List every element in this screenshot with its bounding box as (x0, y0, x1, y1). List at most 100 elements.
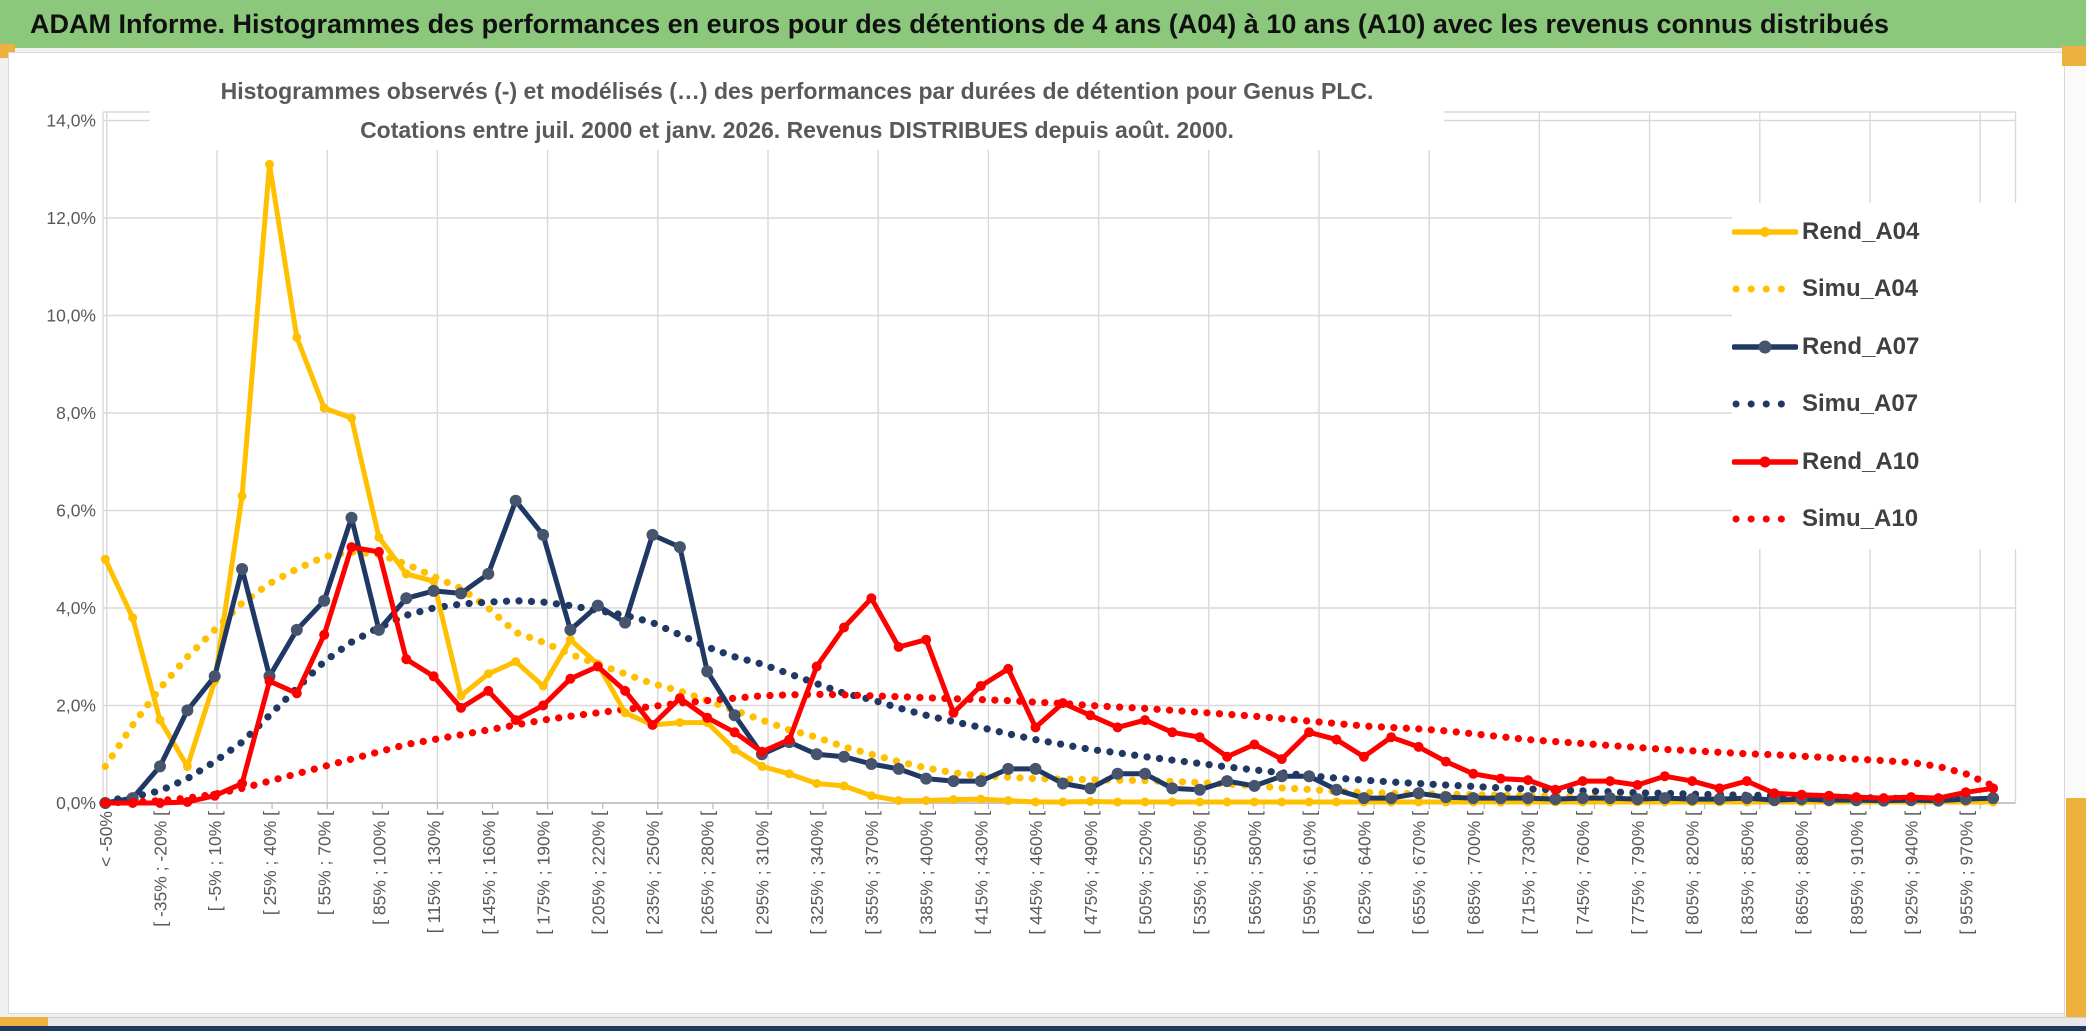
data-point-marker-Rend_A07[interactable] (482, 567, 495, 580)
data-point-marker-Rend_A10[interactable] (1577, 776, 1588, 787)
data-point-marker-Rend_A10[interactable] (319, 629, 330, 640)
data-point-marker-Rend_A07[interactable] (318, 594, 331, 607)
data-point-marker-Rend_A10[interactable] (127, 798, 138, 808)
data-point-marker-Rend_A07[interactable] (646, 528, 659, 541)
data-point-marker-Rend_A07[interactable] (1658, 792, 1671, 805)
data-point-marker-Rend_A10[interactable] (401, 654, 412, 665)
data-point-marker-Rend_A04[interactable] (1414, 797, 1424, 807)
legend-entry-rend-a04[interactable]: Rend_A04 (1732, 203, 2042, 261)
data-point-marker-Rend_A07[interactable] (1357, 792, 1370, 805)
data-point-marker-Rend_A04[interactable] (374, 532, 384, 542)
data-point-marker-Rend_A07[interactable] (1303, 770, 1316, 783)
data-point-marker-Rend_A07[interactable] (892, 762, 905, 775)
legend-entry-simu-a10[interactable]: Simu_A10 (1732, 491, 2042, 549)
data-point-marker-Rend_A04[interactable] (1113, 797, 1123, 807)
data-point-marker-Rend_A10[interactable] (1249, 739, 1260, 750)
data-point-marker-Rend_A10[interactable] (1468, 768, 1479, 779)
data-point-marker-Rend_A10[interactable] (565, 673, 576, 684)
data-point-marker-Rend_A04[interactable] (538, 681, 548, 691)
data-point-marker-Rend_A10[interactable] (1632, 780, 1643, 790)
data-point-marker-Rend_A10[interactable] (428, 671, 439, 682)
data-point-marker-Rend_A07[interactable] (1686, 793, 1699, 806)
vertical-scrollbar-thumb[interactable] (2066, 798, 2086, 1022)
data-point-marker-Rend_A07[interactable] (1987, 792, 2000, 805)
legend-entry-simu-a07[interactable]: Simu_A07 (1732, 376, 2042, 434)
data-point-marker-Rend_A10[interactable] (209, 790, 220, 801)
data-point-marker-Rend_A10[interactable] (1057, 698, 1068, 709)
data-point-marker-Rend_A10[interactable] (1085, 710, 1096, 721)
data-point-marker-Rend_A07[interactable] (1193, 783, 1206, 796)
data-point-marker-Rend_A10[interactable] (510, 715, 521, 726)
series-line-Rend_A07[interactable] (102, 498, 1996, 806)
data-point-marker-Rend_A10[interactable] (1605, 776, 1616, 787)
data-point-marker-Rend_A04[interactable] (866, 791, 876, 801)
data-point-marker-Rend_A07[interactable] (1330, 783, 1343, 796)
data-point-marker-Rend_A10[interactable] (538, 700, 549, 711)
data-point-marker-Rend_A10[interactable] (784, 734, 795, 745)
data-point-marker-Rend_A07[interactable] (1522, 792, 1534, 805)
data-point-marker-Rend_A10[interactable] (1687, 776, 1698, 787)
data-point-marker-Rend_A10[interactable] (893, 642, 904, 652)
data-point-marker-Rend_A07[interactable] (455, 587, 467, 600)
data-point-marker-Rend_A07[interactable] (1713, 793, 1726, 806)
data-point-marker-Rend_A10[interactable] (1714, 783, 1725, 794)
data-point-marker-Rend_A10[interactable] (1440, 756, 1451, 767)
data-point-marker-Rend_A10[interactable] (1331, 734, 1342, 745)
legend-entry-simu-a04[interactable]: Simu_A04 (1732, 261, 2042, 319)
data-point-marker-Rend_A07[interactable] (974, 775, 987, 788)
data-point-marker-Rend_A04[interactable] (1195, 797, 1205, 807)
data-point-marker-Rend_A04[interactable] (949, 795, 958, 805)
series-line-Simu_A10[interactable] (101, 690, 1997, 807)
data-point-marker-Rend_A10[interactable] (155, 798, 165, 808)
data-point-marker-Rend_A10[interactable] (811, 661, 822, 672)
data-point-marker-Rend_A10[interactable] (1413, 741, 1424, 752)
data-point-marker-Rend_A10[interactable] (291, 688, 302, 699)
data-point-marker-Rend_A04[interactable] (483, 669, 493, 679)
data-point-marker-Rend_A07[interactable] (673, 541, 686, 554)
data-point-marker-Rend_A10[interactable] (1659, 771, 1670, 782)
data-point-marker-Rend_A07[interactable] (1248, 779, 1261, 792)
data-point-marker-Rend_A07[interactable] (591, 599, 604, 612)
data-point-marker-Rend_A10[interactable] (1276, 754, 1287, 765)
data-point-marker-Rend_A10[interactable] (1495, 773, 1506, 784)
data-point-marker-Rend_A10[interactable] (948, 707, 959, 718)
data-point-marker-Rend_A04[interactable] (511, 657, 521, 667)
data-point-marker-Rend_A07[interactable] (810, 748, 823, 761)
data-point-marker-Rend_A04[interactable] (784, 769, 794, 779)
data-point-marker-Rend_A10[interactable] (483, 685, 494, 696)
data-point-marker-Rend_A04[interactable] (155, 715, 165, 725)
data-point-marker-Rend_A07[interactable] (427, 584, 440, 597)
data-point-marker-Rend_A07[interactable] (1604, 792, 1617, 805)
data-point-marker-Rend_A10[interactable] (182, 797, 193, 807)
data-point-marker-Rend_A07[interactable] (920, 772, 933, 785)
data-point-marker-Rend_A04[interactable] (730, 744, 740, 754)
data-point-marker-Rend_A10[interactable] (346, 542, 357, 553)
data-point-marker-Rend_A10[interactable] (100, 798, 111, 808)
data-point-marker-Rend_A10[interactable] (1304, 727, 1315, 738)
data-point-marker-Rend_A07[interactable] (947, 775, 960, 788)
data-point-marker-Rend_A07[interactable] (1002, 762, 1015, 775)
data-point-marker-Rend_A04[interactable] (1058, 797, 1068, 807)
data-point-marker-Rend_A07[interactable] (1221, 775, 1234, 788)
horizontal-scrollbar-track[interactable] (0, 1017, 2086, 1026)
data-point-marker-Rend_A10[interactable] (1796, 789, 1807, 800)
data-point-marker-Rend_A10[interactable] (620, 685, 631, 696)
data-point-marker-Rend_A10[interactable] (756, 746, 767, 757)
data-point-marker-Rend_A10[interactable] (1140, 715, 1150, 726)
data-point-marker-Rend_A10[interactable] (839, 622, 849, 633)
data-point-marker-Rend_A04[interactable] (319, 403, 329, 413)
data-point-marker-Rend_A04[interactable] (620, 708, 630, 718)
data-point-marker-Rend_A07[interactable] (372, 623, 385, 636)
data-point-marker-Rend_A07[interactable] (1056, 777, 1069, 790)
data-point-marker-Rend_A10[interactable] (1167, 727, 1178, 738)
data-point-marker-Rend_A04[interactable] (1304, 797, 1314, 807)
data-point-marker-Rend_A07[interactable] (1494, 792, 1507, 805)
data-point-marker-Rend_A04[interactable] (100, 554, 110, 564)
data-point-marker-Rend_A07[interactable] (236, 563, 249, 575)
data-point-marker-Rend_A10[interactable] (975, 681, 986, 691)
data-point-marker-Rend_A07[interactable] (208, 670, 221, 683)
data-point-marker-Rend_A10[interactable] (1003, 663, 1014, 674)
data-point-marker-Rend_A07[interactable] (1467, 792, 1480, 805)
data-point-marker-Rend_A10[interactable] (592, 661, 603, 672)
data-point-marker-Rend_A04[interactable] (675, 718, 685, 728)
